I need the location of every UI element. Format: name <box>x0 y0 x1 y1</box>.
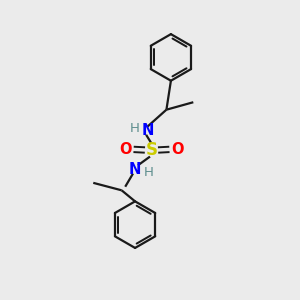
Text: N: N <box>141 123 154 138</box>
Text: O: O <box>172 142 184 157</box>
Text: H: H <box>130 122 140 135</box>
Text: S: S <box>146 141 158 159</box>
Text: O: O <box>119 142 131 157</box>
Text: N: N <box>129 162 141 177</box>
Text: H: H <box>144 166 154 179</box>
